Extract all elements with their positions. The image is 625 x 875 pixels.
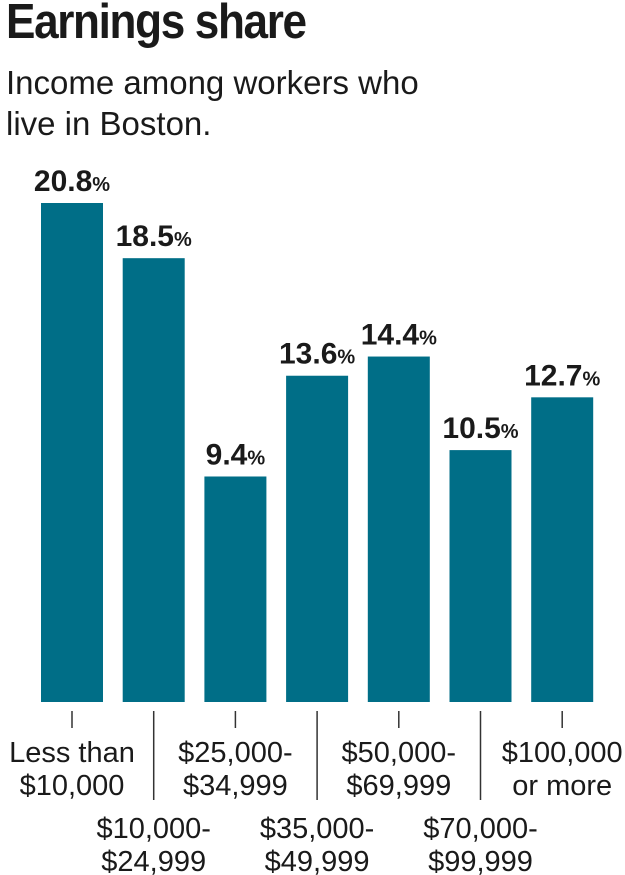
category-label: $10,000 [20, 770, 125, 802]
bar-value-label: 10.5% [442, 412, 518, 445]
category-label: $35,000- [260, 813, 375, 845]
category-label: $100,000 [502, 737, 623, 769]
bar [367, 356, 430, 702]
bar [531, 397, 594, 702]
bar [449, 450, 512, 702]
bar [41, 203, 103, 702]
bar-value-label: 13.6% [279, 338, 355, 371]
category-label: $25,000- [178, 737, 293, 769]
category-label: $50,000- [342, 737, 457, 769]
bar [286, 375, 349, 702]
category-label: $49,999 [265, 846, 370, 875]
category-label: $24,999 [101, 846, 206, 875]
category-label: $34,999 [183, 770, 288, 802]
bar-value-label: 9.4% [206, 438, 266, 471]
bar-value-label: 20.8% [34, 165, 110, 198]
bar-value-label: 18.5% [116, 220, 192, 253]
bar-value-label: 12.7% [524, 359, 600, 392]
chart-title: Earnings share [6, 0, 307, 49]
chart-subtitle: Income among workers who live in Boston. [6, 64, 419, 142]
bar-value-label: 14.4% [361, 319, 437, 352]
category-label: or more [512, 770, 612, 802]
category-label: $70,000- [423, 813, 538, 845]
category-label: $99,999 [428, 846, 533, 875]
bar [204, 476, 267, 702]
category-label: Less than [9, 737, 135, 769]
bar [122, 258, 185, 702]
category-label: $10,000- [96, 813, 211, 845]
category-label: $69,999 [346, 770, 451, 802]
